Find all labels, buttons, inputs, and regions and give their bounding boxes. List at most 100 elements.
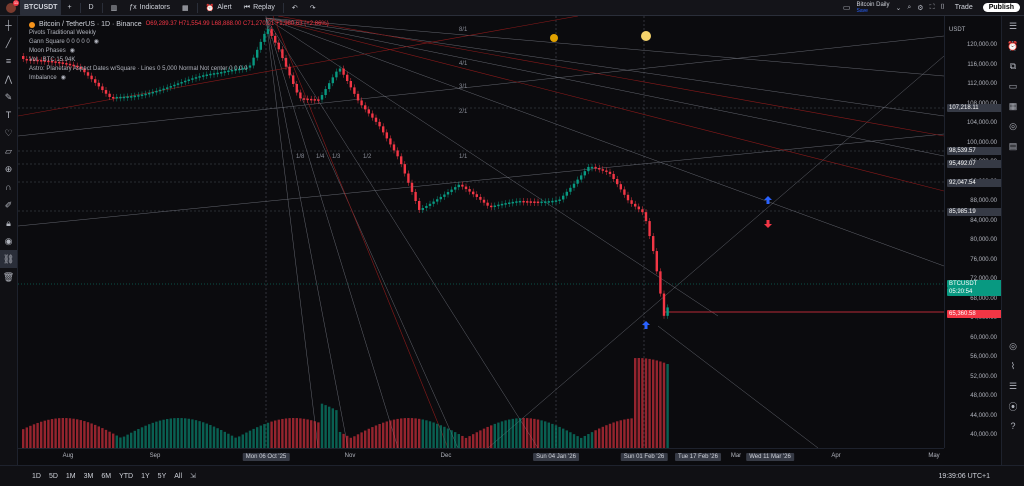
- price-label: 107,218.11: [947, 104, 1003, 112]
- object-tree-icon[interactable]: ⧉: [1009, 60, 1017, 71]
- price-tick: 120,000.00: [966, 42, 997, 48]
- ideas-icon[interactable]: ◎: [1009, 120, 1017, 131]
- watchlist-icon[interactable]: ☰: [1008, 20, 1018, 31]
- lock-drawing-icon[interactable]: ✐: [4, 199, 13, 210]
- chat-icon[interactable]: ▭: [1008, 80, 1018, 91]
- gann-label: 1/2: [363, 154, 372, 160]
- user-avatar[interactable]: 11: [6, 0, 19, 13]
- chevron-down-icon[interactable]: ⌄: [895, 4, 902, 12]
- candle-body: [396, 150, 399, 157]
- candle-body: [479, 196, 482, 200]
- measure-brush-icon[interactable]: ✎: [4, 91, 13, 102]
- volume-bar: [202, 422, 205, 448]
- chart-type-button[interactable]: ▥: [110, 4, 118, 12]
- trendline-icon[interactable]: ╱: [5, 37, 12, 48]
- legend-title[interactable]: Bitcoin / TetherUS · 1D · Binance: [39, 21, 142, 28]
- range-5d[interactable]: 5D: [48, 472, 58, 480]
- volume-bar: [479, 430, 482, 448]
- candle-body: [230, 69, 234, 72]
- news-icon[interactable]: ▤: [1008, 140, 1018, 151]
- volume-bar: [194, 420, 198, 448]
- chart-pane[interactable]: 1/8 1/4 1/3 1/2 1/1 2/1 3/1 4/1 8/1: [17, 15, 945, 449]
- indicator-row-5[interactable]: Imbalance ◉: [29, 74, 329, 83]
- eye-icon[interactable]: ◉: [60, 75, 66, 81]
- volume-bar: [454, 432, 457, 448]
- magnet-icon[interactable]: ∩: [5, 182, 12, 192]
- range-ytd[interactable]: YTD: [119, 472, 134, 480]
- candle-body: [47, 60, 50, 63]
- templates-button[interactable]: ▦: [182, 4, 189, 12]
- zoom-icon[interactable]: ⊕: [4, 163, 13, 174]
- calendar-range-icon[interactable]: ⇲: [190, 473, 196, 480]
- fullscreen-icon[interactable]: ⛶: [929, 3, 935, 11]
- indicator-row-4[interactable]: Astro: Planetary Aspect Dates w/Square ·…: [29, 65, 329, 74]
- candle-body: [486, 202, 489, 206]
- eye-icon[interactable]: ◉: [4, 235, 13, 246]
- eye-icon[interactable]: ◉: [93, 39, 99, 45]
- time-axis[interactable]: Aug Sep Mon 06 Oct '25 Nov Dec Sun 04 Jan '26…: [18, 448, 944, 466]
- candle-body: [572, 183, 576, 188]
- candle-body: [151, 91, 154, 94]
- indicators-button[interactable]: ƒx Indicators: [123, 0, 176, 15]
- trash-icon[interactable]: 🗑︎: [2, 271, 15, 282]
- add-symbol-button[interactable]: +: [67, 4, 72, 11]
- indicator-row-2[interactable]: Moon Phases ◉: [29, 47, 329, 56]
- text-icon[interactable]: T: [5, 110, 12, 120]
- range-all[interactable]: All: [174, 472, 183, 480]
- range-6m[interactable]: 6M: [101, 472, 112, 480]
- target-icon[interactable]: ◎: [1009, 340, 1017, 351]
- range-1d[interactable]: 1D: [32, 472, 41, 480]
- lock-icon[interactable]: 🔒︎: [6, 217, 11, 228]
- quick-search-icon[interactable]: ⌕: [907, 3, 912, 11]
- settings-icon[interactable]: ⚙: [917, 4, 924, 12]
- help-icon[interactable]: ?: [1010, 421, 1016, 431]
- pattern-icon[interactable]: ⋀: [4, 73, 13, 84]
- volume-bar: [598, 428, 601, 448]
- volume-bar: [320, 403, 324, 448]
- volume-bar: [475, 432, 478, 448]
- symbol-search[interactable]: BTCUSDT: [20, 0, 62, 16]
- clock[interactable]: 19:39:06 UTC+1: [938, 472, 990, 480]
- alert-button[interactable]: ⏰ Alert: [200, 0, 238, 15]
- candle-body: [97, 82, 100, 87]
- heart-icon[interactable]: ♡: [4, 127, 13, 138]
- calendar-icon[interactable]: ▦: [1008, 100, 1018, 111]
- link-icon[interactable]: ⛓︎: [0, 250, 17, 268]
- volume-bar: [122, 436, 126, 448]
- publish-button[interactable]: Publish: [982, 3, 1020, 12]
- indicator-row-1[interactable]: Gann Square 0 0 0 0 0 ◉: [29, 38, 329, 47]
- alerts-icon[interactable]: ⏰: [1007, 40, 1019, 51]
- range-3m[interactable]: 3M: [83, 472, 94, 480]
- time-label: Mon 06 Oct '25: [242, 453, 290, 461]
- range-1m[interactable]: 1M: [65, 472, 76, 480]
- chart-svg[interactable]: 1/8 1/4 1/3 1/2 1/1 2/1 3/1 4/1 8/1: [17, 15, 945, 449]
- candle-body: [666, 307, 669, 316]
- layout-name-block[interactable]: Bitcoin Daily Save: [856, 2, 889, 14]
- layout-icon[interactable]: ▭: [842, 3, 851, 12]
- indicator-row-3[interactable]: Vol · BTC 15.94K: [29, 56, 329, 65]
- replay-button[interactable]: ⏮ Replay: [238, 0, 281, 15]
- camera-icon[interactable]: ⌷: [940, 3, 945, 11]
- streams-icon[interactable]: ⦿: [1008, 401, 1018, 412]
- crosshair-icon[interactable]: ┼: [5, 20, 12, 30]
- price-label: 65,360.58: [947, 310, 1003, 318]
- ruler-icon[interactable]: ▱: [5, 145, 12, 156]
- range-5y[interactable]: 5Y: [157, 472, 167, 480]
- undo-button[interactable]: ↶: [291, 4, 298, 12]
- range-1y[interactable]: 1Y: [141, 472, 150, 480]
- gann-label: 1/1: [459, 154, 468, 160]
- interval-button[interactable]: D: [88, 4, 94, 11]
- price-tick: 84,000.00: [970, 217, 997, 224]
- trade-button[interactable]: Trade: [954, 4, 973, 11]
- time-label: Sep: [149, 453, 161, 459]
- price-axis[interactable]: 120,000.00 116,000.00 112,000.00 108,000.00…: [944, 16, 1003, 448]
- gann-fan-line: [265, 17, 945, 117]
- volume-bar: [364, 430, 367, 448]
- redo-button[interactable]: ↷: [309, 4, 316, 12]
- fib-icon[interactable]: ≡: [5, 56, 12, 66]
- layers-icon[interactable]: ☰: [1008, 380, 1018, 391]
- pulse-icon[interactable]: ⌇: [1010, 360, 1016, 371]
- eye-icon[interactable]: ◉: [69, 48, 75, 54]
- price-tick: 40,000.00: [970, 432, 997, 438]
- indicator-row-0[interactable]: Pivots Traditional Weekly: [29, 29, 329, 38]
